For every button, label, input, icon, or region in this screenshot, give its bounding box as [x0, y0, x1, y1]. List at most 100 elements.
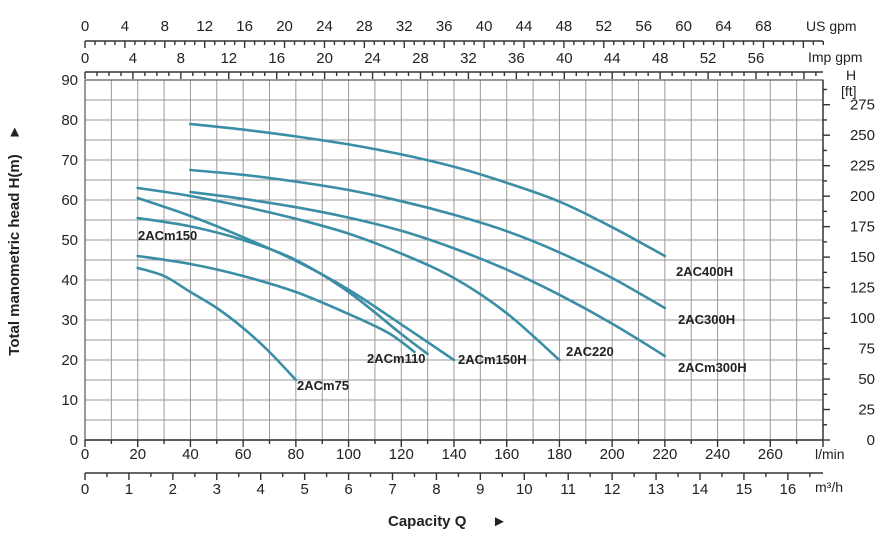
m3h-axis-tick-label: 16	[780, 481, 797, 498]
curve-label-2ac300h: 2AC300H	[678, 312, 735, 327]
y-tick-label: 50	[61, 232, 78, 249]
m3h-axis-tick-label: 12	[604, 481, 621, 498]
right-tick-label: 25	[858, 402, 875, 419]
x-tick-label: 260	[758, 446, 783, 463]
x-tick-label: 40	[182, 446, 199, 463]
imp-gpm-axis-tick-label: 44	[604, 50, 621, 67]
us-gpm-axis-tick-label: 56	[635, 18, 652, 35]
imp-gpm-axis-tick-label: 12	[220, 50, 237, 67]
x-axis-unit-m3h: m³/h	[815, 479, 843, 495]
us-gpm-axis-tick-label: 40	[476, 18, 493, 35]
y-tick-label: 60	[61, 192, 78, 209]
us-gpm-axis-tick-label: 68	[755, 18, 772, 35]
x-tick-label: 100	[336, 446, 361, 463]
x-tick-label: 220	[652, 446, 677, 463]
us-gpm-axis-tick-label: 12	[196, 18, 213, 35]
m3h-axis-tick-label: 7	[388, 481, 396, 498]
us-gpm-axis-tick-label: 48	[556, 18, 573, 35]
x-tick-label: 200	[600, 446, 625, 463]
curve-labels: 2AC400H 2AC300H 2ACm300H 2AC220 2ACm150H 2ACm…	[138, 228, 747, 393]
x-tick-label: 240	[705, 446, 730, 463]
right-tick-label: 125	[850, 280, 875, 297]
x-tick-label: 0	[81, 446, 89, 463]
grid	[84, 79, 824, 441]
curve-2ac220	[136, 186, 561, 362]
imp-gpm-axis-tick-label: 48	[652, 50, 669, 67]
right-tick-label: 275	[850, 97, 875, 114]
m3h-axis-tick-label: 11	[560, 481, 576, 498]
imp-gpm-axis-tick-label: 52	[700, 50, 717, 67]
imp-gpm-axis-tick-label: 0	[81, 50, 89, 67]
x-axis-unit-lmin: l/min	[815, 446, 845, 462]
m3h-axis-tick-label: 3	[213, 481, 221, 498]
m3h-axis-tick-label: 0	[81, 481, 89, 498]
curve-2acm150	[136, 216, 429, 356]
x-tick-label: 160	[494, 446, 519, 463]
m3h-axis-tick-label: 10	[516, 481, 533, 498]
x-tick-label: 20	[129, 446, 146, 463]
imp-gpm-axis-tick-label: 28	[412, 50, 429, 67]
x-axis-title: Capacity Q	[388, 513, 467, 530]
us-gpm-axis-tick-label: 16	[236, 18, 253, 35]
us-gpm-axis-tick-label: 4	[121, 18, 129, 35]
curve-2acm300h	[189, 190, 667, 358]
m3h-axis-tick-label: 4	[257, 481, 265, 498]
right-tick-label: 100	[850, 310, 875, 327]
curve-label-2acm110: 2ACm110	[367, 351, 426, 366]
y-tick-label: 0	[70, 432, 78, 449]
y-tick-label: 10	[61, 392, 78, 409]
imp-gpm-axis-tick-label: 36	[508, 50, 525, 67]
x-tick-label: 60	[235, 446, 252, 463]
imp-gpm-axis-tick-label: 4	[129, 50, 137, 67]
imp-gpm-axis-tick-label: 24	[364, 50, 381, 67]
imp-gpm-axis-tick-label: 56	[748, 50, 765, 67]
y-tick-label: 90	[61, 72, 78, 89]
curve-label-2ac220: 2AC220	[566, 344, 614, 359]
right-tick-label: 150	[850, 249, 875, 266]
us-gpm-axis-tick-label: 36	[436, 18, 453, 35]
right-tick-label: 250	[850, 127, 875, 144]
curve-label-2ac400h: 2AC400H	[676, 264, 733, 279]
us-gpm-axis-tick-label: 24	[316, 18, 333, 35]
y-tick-label: 70	[61, 152, 78, 169]
right-tick-label: 175	[850, 219, 875, 236]
y-tick-label: 20	[61, 352, 78, 369]
curve-label-2acm300h: 2ACm300H	[678, 360, 747, 375]
imp-gpm-axis-tick-label: 16	[268, 50, 285, 67]
imp-gpm-axis-tick-label: 8	[177, 50, 185, 67]
x-axis-arrow: ►	[492, 513, 507, 530]
curve-label-2acm150: 2ACm150	[138, 228, 197, 243]
curve-2acm75	[136, 266, 298, 382]
performance-curves	[136, 122, 667, 382]
m3h-axis-tick-label: 15	[736, 481, 753, 498]
us-gpm-axis-tick-label: 44	[516, 18, 533, 35]
y-tick-label: 30	[61, 312, 78, 329]
m3h-axis-tick-label: 9	[476, 481, 484, 498]
m3h-axis-tick-label: 6	[344, 481, 352, 498]
imp-gpm-axis-tick-label: 40	[556, 50, 573, 67]
m3h-axis-tick-label: 2	[169, 481, 177, 498]
right-tick-label: 200	[850, 188, 875, 205]
y-tick-label: 80	[61, 112, 78, 129]
right-tick-label: 75	[858, 341, 875, 358]
x-tick-label: 120	[389, 446, 414, 463]
right-axis-unit-ft: [ft]	[841, 83, 857, 99]
axis-text: US gpm Imp gpm H [ft] l/min m³/h Capacit…	[6, 18, 862, 530]
us-gpm-axis-tick-label: 64	[715, 18, 732, 35]
us-gpm-axis-tick-label: 20	[276, 18, 293, 35]
us-gpm-axis-tick-label: 28	[356, 18, 373, 35]
right-tick-label: 225	[850, 158, 875, 175]
top-axis-us-gpm-unit: US gpm	[806, 18, 857, 34]
x-tick-label: 180	[547, 446, 572, 463]
imp-gpm-axis-tick-label: 20	[316, 50, 333, 67]
axes: 0102030405060708090025507510012515017520…	[61, 18, 875, 498]
curve-2acm110	[136, 254, 416, 354]
y-axis-title: Total manometric head H(m)	[6, 154, 23, 355]
curve-label-2acm75: 2ACm75	[297, 378, 349, 393]
x-tick-label: 80	[288, 446, 305, 463]
us-gpm-axis-tick-label: 8	[161, 18, 169, 35]
imp-gpm-axis-tick-label: 32	[460, 50, 477, 67]
us-gpm-axis-tick-label: 60	[675, 18, 692, 35]
curve-2ac300h	[189, 168, 667, 310]
